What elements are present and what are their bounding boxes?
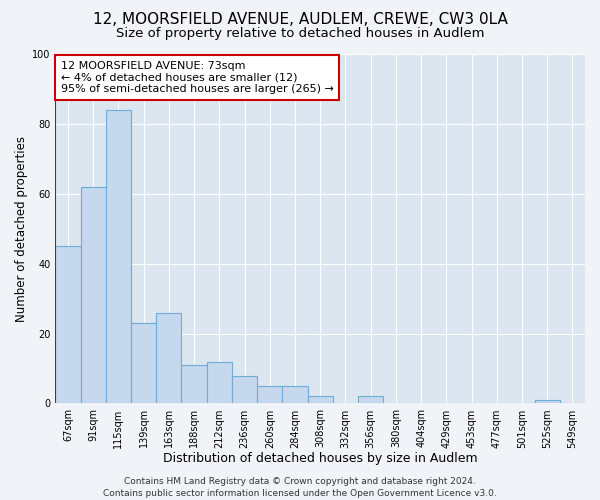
Bar <box>257 386 283 404</box>
Bar <box>181 365 207 404</box>
Text: 12, MOORSFIELD AVENUE, AUDLEM, CREWE, CW3 0LA: 12, MOORSFIELD AVENUE, AUDLEM, CREWE, CW… <box>92 12 508 28</box>
Bar <box>131 323 156 404</box>
Text: 12 MOORSFIELD AVENUE: 73sqm
← 4% of detached houses are smaller (12)
95% of semi: 12 MOORSFIELD AVENUE: 73sqm ← 4% of deta… <box>61 61 334 94</box>
Bar <box>358 396 383 404</box>
Text: Size of property relative to detached houses in Audlem: Size of property relative to detached ho… <box>116 28 484 40</box>
Bar <box>283 386 308 404</box>
Y-axis label: Number of detached properties: Number of detached properties <box>15 136 28 322</box>
Bar <box>55 246 80 404</box>
X-axis label: Distribution of detached houses by size in Audlem: Distribution of detached houses by size … <box>163 452 478 465</box>
Bar <box>156 312 181 404</box>
Bar <box>308 396 333 404</box>
Bar <box>106 110 131 404</box>
Bar <box>207 362 232 404</box>
Bar <box>80 187 106 404</box>
Bar <box>535 400 560 404</box>
Text: Contains HM Land Registry data © Crown copyright and database right 2024.
Contai: Contains HM Land Registry data © Crown c… <box>103 476 497 498</box>
Bar <box>232 376 257 404</box>
